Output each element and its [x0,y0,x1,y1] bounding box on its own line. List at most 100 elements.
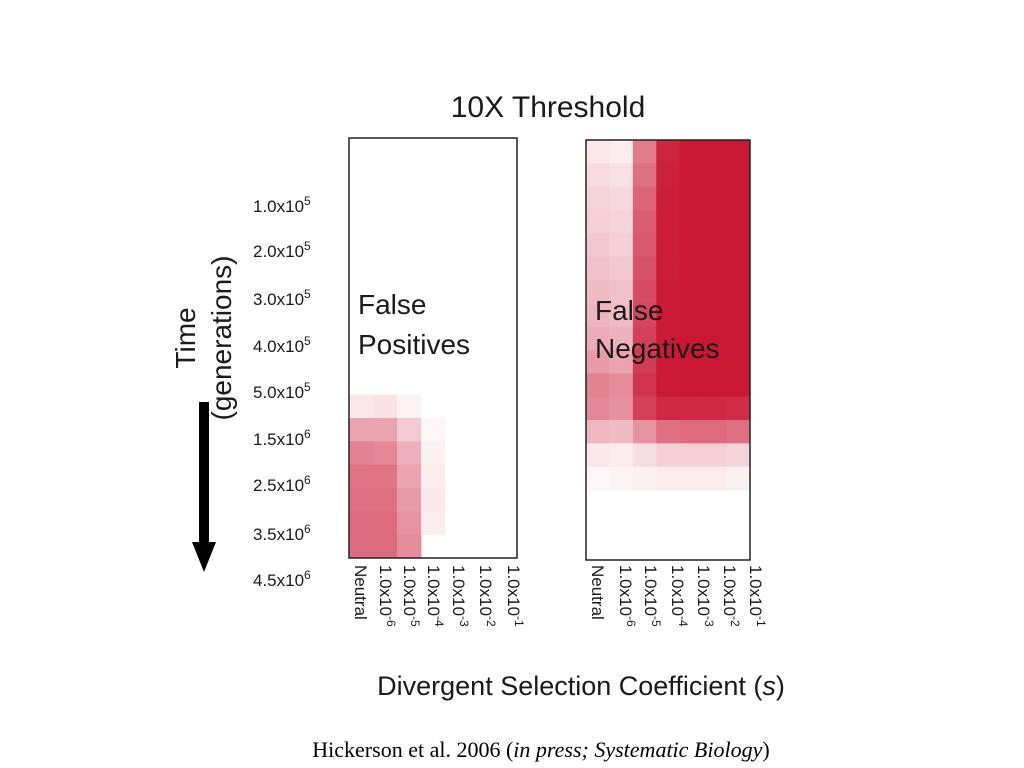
false-negatives-cell-r6-c0 [586,280,610,304]
false-negatives-cell-r8-c6 [726,326,751,351]
false-negatives-cell-r5-c1 [609,256,634,281]
false-positives-cell-r17-c1 [373,534,398,559]
false-positives-cell-r15-c2 [397,488,422,512]
false-negatives-cell-r5-c4 [679,256,704,281]
false-negatives-cell-r12-c0 [586,420,610,444]
y-tick-base: 4.0x10 [253,337,304,356]
false-negatives-cell-r1-c6 [726,163,751,188]
false-negatives-cell-r3-c4 [679,210,704,234]
false-negatives-cell-r10-c2 [632,373,657,398]
false-negatives-label-line2: Negatives [595,333,720,364]
citation: Hickerson et al. 2006 (in press; Systema… [312,737,769,762]
false-negatives-cell-r3-c6 [726,210,751,234]
citation-journal: in press; Systematic Biology [513,737,762,762]
false-negatives-cell-r9-c2 [632,350,657,374]
false-negatives-cell-r1-c3 [656,163,681,188]
x-tick-base: 1.0x10 [400,565,419,616]
y-tick-label: 1.0x105 [253,194,311,216]
citation-close: ) [762,737,769,762]
false-negatives-cell-r8-c5 [703,326,727,351]
false-negatives-cell-r10-c1 [609,373,634,398]
false-negatives-cell-r14-c1 [609,466,634,491]
false-positives-cell-r11-c1 [373,394,398,419]
false-negatives-cell-r8-c3 [656,326,681,351]
false-positives-cell-r17-c0 [349,534,374,559]
false-negatives-cell-r13-c3 [656,443,681,468]
x-axis-label-var: s [762,671,776,701]
x-tick-base: Neutral [588,565,607,620]
false-negatives-cell-r4-c4 [679,233,704,258]
false-negatives-cell-r12-c3 [656,420,681,444]
false-negatives-cell-r8-c4 [679,326,704,351]
x-tick-exponent: -5 [649,616,663,627]
false-negatives-cell-r7-c0 [586,303,610,328]
false-positives-label-line1: False [358,289,426,320]
false-positives-x-tick-label: 1.0x10-4 [424,565,446,627]
false-positives-cell-r11-c0 [349,394,374,419]
false-negatives-x-tick-label: 1.0x10-2 [720,565,742,627]
x-tick-exponent: -6 [624,616,638,627]
x-tick-exponent: -3 [457,616,471,627]
x-tick-exponent: -5 [408,616,422,627]
false-negatives-x-tick-label: 1.0x10-5 [641,565,663,627]
false-positives-cell-r15-c0 [349,488,374,512]
x-tick-base: Neutral [351,565,370,620]
y-tick-base: 4.5x10 [253,571,304,590]
chart-title: 10X Threshold [451,91,646,124]
false-positives-cell-r14-c1 [373,464,398,489]
false-negatives-cell-r4-c1 [609,233,634,258]
y-tick-exponent: 5 [304,194,311,208]
false-positives-cell-r16-c0 [349,511,374,536]
false-negatives-x-tick-label: 1.0x10-4 [668,565,690,627]
false-negatives-cell-r12-c5 [703,420,727,444]
false-negatives-cell-r0-c5 [703,140,727,164]
x-tick-base: 1.0x10 [668,565,687,616]
false-negatives-cell-r6-c4 [679,280,704,304]
false-negatives-cell-r10-c4 [679,373,704,398]
false-negatives-cell-r9-c5 [703,350,727,374]
false-negatives-cell-r0-c2 [632,140,657,164]
false-positives-cell-r16-c2 [397,511,422,536]
y-tick-exponent: 5 [304,334,311,348]
y-tick-label: 1.5x106 [253,427,311,449]
false-positives-frame [348,137,518,559]
false-negatives-cell-r14-c0 [586,466,610,491]
false-negatives-cell-r11-c0 [586,396,610,421]
false-positives-cell-r14-c2 [397,464,422,489]
false-negatives-cell-r14-c6 [726,466,751,491]
x-axis-label: Divergent Selection Coefficient (s) [377,671,785,701]
false-positives-cell-r12-c2 [397,418,422,442]
false-negatives-frame [585,139,751,561]
false-negatives-cell-r14-c2 [632,466,657,491]
false-negatives-cell-r0-c3 [656,140,681,164]
false-negatives-cell-r3-c5 [703,210,727,234]
y-tick-exponent: 5 [304,239,311,253]
false-negatives-cell-r7-c1 [609,303,634,328]
false-negatives-cell-r4-c5 [703,233,727,258]
false-negatives-cell-r9-c0 [586,350,610,374]
false-negatives-cell-r2-c4 [679,186,704,211]
x-tick-base: 1.0x10 [616,565,635,616]
false-negatives-label-line1: False [595,295,663,326]
false-negatives-cell-r13-c2 [632,443,657,468]
citation-authors: Hickerson et al. 2006 ( [312,737,513,762]
false-negatives-cell-r1-c4 [679,163,704,188]
false-negatives-cell-r3-c3 [656,210,681,234]
y-tick-exponent: 6 [304,522,311,536]
x-tick-exponent: -6 [384,616,398,627]
false-negatives-cell-r7-c4 [679,303,704,328]
false-positives-cell-r15-c3 [421,488,446,512]
x-tick-exponent: -2 [484,616,498,627]
false-negatives-cell-r9-c4 [679,350,704,374]
false-negatives-cell-r12-c2 [632,420,657,444]
false-negatives-cell-r14-c5 [703,466,727,491]
false-negatives-cell-r1-c1 [609,163,634,188]
false-negatives-cell-r14-c3 [656,466,681,491]
false-positives-cell-r16-c1 [373,511,398,536]
false-negatives-cell-r13-c6 [726,443,751,468]
y-tick-label: 4.0x105 [253,334,311,356]
false-positives-cell-r17-c2 [397,534,422,559]
false-negatives-cell-r3-c0 [586,210,610,234]
false-negatives-cells [586,140,751,491]
y-tick-label: 2.0x105 [253,239,311,261]
